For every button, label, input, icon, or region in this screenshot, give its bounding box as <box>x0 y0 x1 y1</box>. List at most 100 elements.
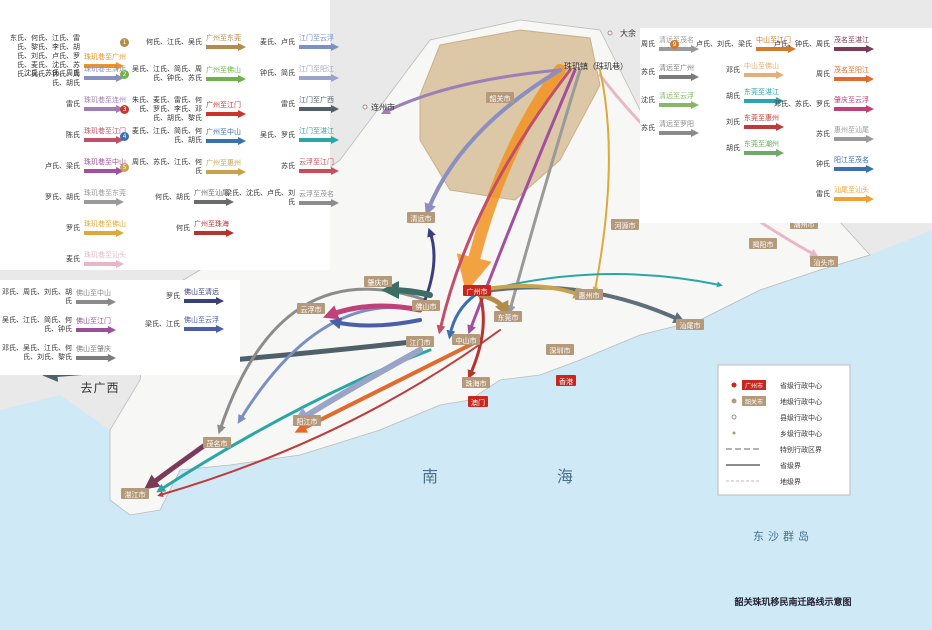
route-swatch-arrow <box>744 123 784 131</box>
route-swatch-arrow <box>659 101 699 109</box>
route-swatch-arrow <box>84 74 124 82</box>
route-surnames: 朱氏、麦氏、雷氏、何氏、罗氏、李氏、邓氏、胡氏、黎氏 <box>132 96 202 122</box>
route-key: 清远至广州 <box>659 64 699 81</box>
route-label: 佛山至江门 <box>76 316 111 325</box>
place-label: 澳门 <box>471 398 485 407</box>
route-label: 佛山至肇庆 <box>76 344 111 353</box>
place-tag <box>462 377 490 388</box>
route-swatch-arrow <box>76 325 116 334</box>
route-label: 珠玑巷至佛山 <box>84 220 126 228</box>
route-swatch <box>299 198 339 207</box>
route-swatch-arrow <box>744 97 784 105</box>
route-key: 中山至佛山 <box>744 62 784 79</box>
legend-symbol <box>731 382 737 388</box>
route-key: 茂名至阳江 <box>834 66 874 83</box>
route-entry: 何氏 广州至珠海 <box>120 220 234 237</box>
route-surnames: 何氏、江氏、吴氏 <box>146 38 202 46</box>
route-key: 清远至罗阳 <box>659 120 699 137</box>
route-swatch-arrow <box>299 43 339 51</box>
route-surnames: 雷氏 <box>66 100 80 108</box>
route-label: 珠玑巷至江门 <box>84 127 126 135</box>
route-label: 汕尾至汕头 <box>834 186 869 194</box>
route-label: 广州至佛山 <box>206 65 241 74</box>
route-surnames: 沈氏 <box>641 96 655 104</box>
route-arrow <box>380 68 562 115</box>
route-swatch <box>206 136 246 145</box>
route-surnames: 苏氏 <box>641 124 655 132</box>
route-swatch <box>834 195 874 203</box>
legend-label: 省级界 <box>780 461 801 470</box>
route-entry: 2 吴氏、江氏、简氏、周氏、钟氏、苏氏 广州至佛山 <box>120 65 246 83</box>
route-panel <box>640 28 932 223</box>
sea-label: 东沙群岛 <box>753 529 813 543</box>
place-label: 江门市 <box>410 338 431 347</box>
place-tag <box>293 415 321 426</box>
route-arrow <box>506 68 582 315</box>
route-swatch <box>744 71 784 79</box>
route-surnames: 雷氏 <box>281 100 295 108</box>
route-key: 云浮至江门 <box>299 158 339 175</box>
route-swatch <box>84 229 124 237</box>
route-surnames: 胡氏 <box>726 92 740 100</box>
route-entry: 麦氏 珠玑巷至汕头 <box>10 251 126 268</box>
route-surnames: 周氏 <box>641 40 655 48</box>
route-entry: 雷氏 江门至广西 <box>225 96 339 113</box>
place-tag <box>364 276 392 287</box>
route-swatch-arrow <box>84 105 124 113</box>
route-swatch-arrow <box>659 45 699 53</box>
route-swatch <box>76 353 116 362</box>
place-label: 揭阳市 <box>753 240 774 249</box>
route-label: 广州至珠海 <box>194 220 229 228</box>
place-tag <box>810 256 838 267</box>
route-swatch-arrow <box>206 110 246 118</box>
route-label: 珠玑巷至连州 <box>84 96 126 104</box>
route-arrow <box>436 68 572 335</box>
route-number: 5 <box>120 162 129 172</box>
route-swatch <box>84 105 124 113</box>
route-swatch <box>194 198 234 206</box>
route-swatch-arrow <box>84 136 124 144</box>
route-entry: 9 卢氏、刘氏、梁氏 中山至江门 <box>670 36 796 53</box>
route-label: 江门至湛江 <box>299 127 334 135</box>
route-swatch <box>84 198 124 206</box>
route-swatch <box>834 105 874 113</box>
place-label: 茂名市 <box>207 439 228 448</box>
place-tag <box>486 92 514 103</box>
route-swatch-arrow <box>194 229 234 237</box>
route-key: 江门至广西 <box>299 96 339 113</box>
route-swatch <box>659 129 699 137</box>
route-swatch <box>206 74 246 83</box>
route-arrow <box>424 68 562 216</box>
route-key: 珠玑巷至清远 <box>84 65 126 82</box>
route-label: 广州至惠州 <box>206 158 241 167</box>
place-tag <box>297 303 325 314</box>
route-swatch <box>299 43 339 51</box>
route-swatch-arrow <box>744 149 784 157</box>
route-entry: 沈氏、苏氏、周氏 珠玑巷至清远 <box>10 65 126 82</box>
route-entry: 邓氏 中山至佛山 <box>670 62 784 79</box>
route-arrow <box>329 317 422 330</box>
route-entry: 刘氏 东莞至惠州 <box>670 114 784 131</box>
route-key: 珠玑巷至广州 <box>84 53 126 70</box>
route-surnames: 卢氏、梁氏 <box>45 162 80 170</box>
route-swatch-arrow <box>184 325 224 333</box>
place-tag <box>546 344 574 355</box>
place-label: 潮州市 <box>794 220 815 229</box>
route-key: 佛山至云浮 <box>184 316 224 333</box>
route-swatch-arrow <box>834 195 874 203</box>
route-key: 广州至珠海 <box>194 220 234 237</box>
route-arrow <box>592 69 610 293</box>
route-swatch-arrow <box>834 75 874 83</box>
legend-label: 县级行政中心 <box>780 413 822 422</box>
route-surnames: 胡氏 <box>726 144 740 152</box>
route-number: 4 <box>120 131 129 141</box>
route-key: 江门至阳江 <box>299 65 339 82</box>
route-entry: 麦氏、卢氏 江门至云浮 <box>225 34 339 51</box>
route-label: 广州至汕尾 <box>194 189 229 197</box>
route-entry: 胡氏 东莞至湛江 <box>670 88 784 105</box>
place-dot <box>575 63 581 69</box>
route-swatch <box>744 149 784 157</box>
route-entry: 钟氏、简氏 江门至阳江 <box>225 65 339 82</box>
route-key: 佛山至肇庆 <box>76 345 116 362</box>
route-key: 广州至佛山 <box>206 66 246 83</box>
